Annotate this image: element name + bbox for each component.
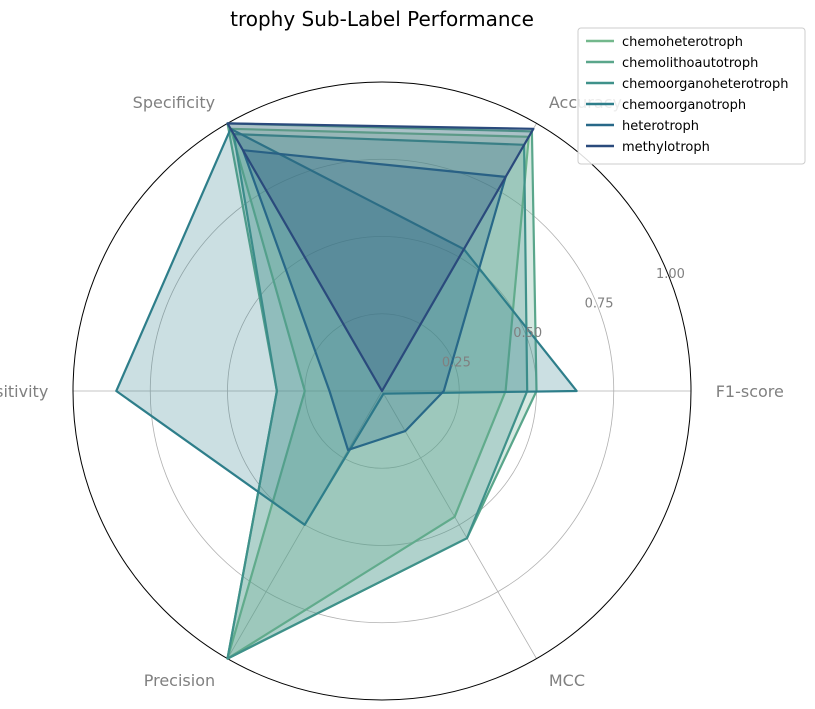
legend-entry: chemolithoautotroph <box>622 56 758 71</box>
radial-tick-label: 0.75 <box>585 296 614 311</box>
axis-label: MCC <box>549 671 585 690</box>
axis-label: F1-score <box>716 382 784 401</box>
legend-entry: chemoorganotroph <box>622 98 746 113</box>
axis-label: Sensitivity <box>0 382 48 401</box>
outer-frame <box>72 81 692 701</box>
axis-spoke <box>381 390 537 659</box>
series-methylotroph <box>226 122 535 393</box>
radial-tick-label: 0.50 <box>513 326 542 341</box>
legend-entry: methylotroph <box>622 140 710 155</box>
legend: chemoheterotroph chemolithoautotroph chemo… <box>577 27 806 165</box>
axis-label: Precision <box>144 671 215 690</box>
radar-series <box>115 122 578 660</box>
legend-entry: chemoorganoheterotroph <box>622 77 788 92</box>
axis-labels: F1-scoreAccuracySpecificitySensitivityPr… <box>0 93 784 690</box>
radial-tick-label: 1.00 <box>656 267 685 282</box>
radial-tick-labels: 0.25 0.50 0.75 1.00 <box>442 267 685 371</box>
chart-title: trophy Sub-Label Performance <box>230 7 534 31</box>
radial-tick-label: 0.25 <box>442 355 471 370</box>
legend-entry: chemoheterotroph <box>622 35 743 50</box>
legend-entry: heterotroph <box>622 119 699 134</box>
axis-label: Specificity <box>133 93 215 112</box>
legend-box <box>577 27 806 165</box>
